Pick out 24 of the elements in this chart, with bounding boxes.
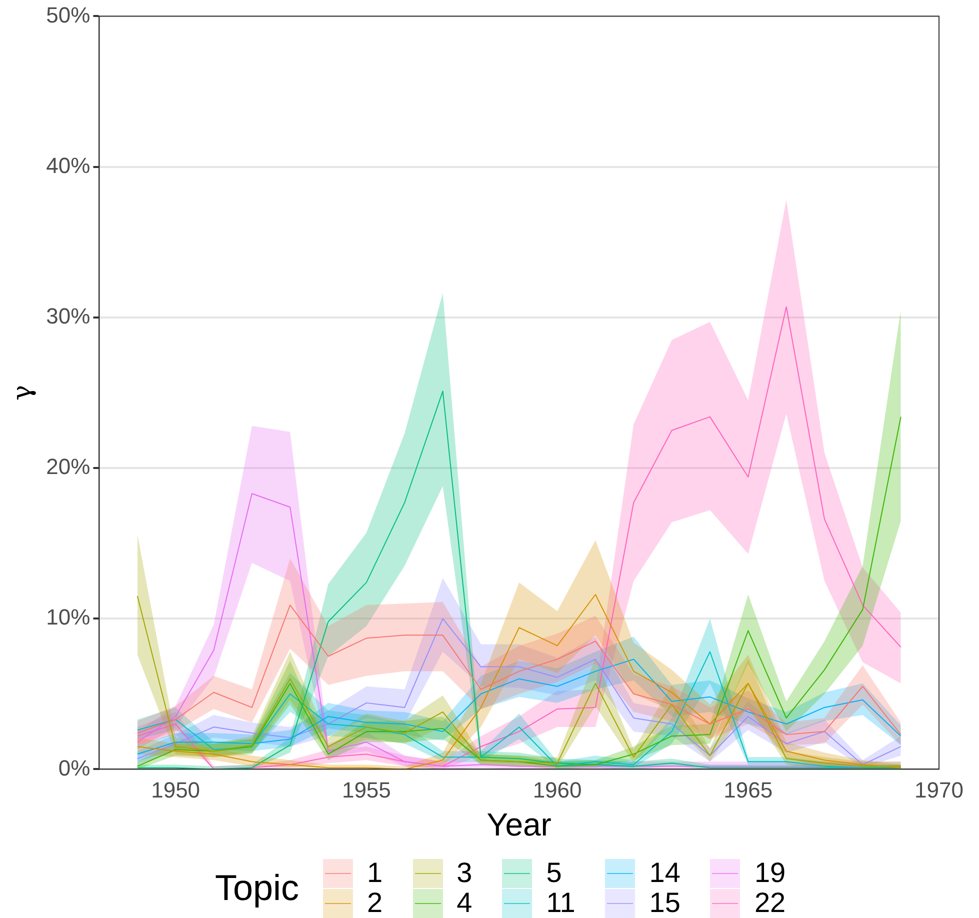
legend-label: 22 [754,887,786,918]
y-tick-label: 0% [58,755,90,780]
y-axis-title: γ [7,384,38,400]
legend-label: 14 [649,857,680,889]
x-tick-label: 1970 [914,777,964,802]
x-tick-label: 1965 [724,777,773,802]
legend-label: 19 [754,857,786,889]
x-axis-title: Year [486,806,552,843]
x-tick-label: 1950 [151,777,200,802]
x-tick-label: 1960 [532,777,582,802]
legend-label: 2 [367,887,383,918]
legend-label: 5 [546,857,562,889]
y-tick-label: 20% [46,454,90,480]
x-tick-label: 1955 [342,777,391,802]
legend-title: Topic [215,867,300,909]
y-tick-label: 30% [46,303,90,328]
legend-label: 3 [456,857,472,889]
legend-label: 11 [546,887,576,918]
y-tick-label: 40% [46,152,90,178]
legend-label: 15 [649,887,680,918]
y-tick-label: 50% [46,2,90,28]
legend-label: 1 [367,857,383,889]
y-tick-label: 10% [46,604,90,630]
legend-label: 4 [456,887,472,918]
